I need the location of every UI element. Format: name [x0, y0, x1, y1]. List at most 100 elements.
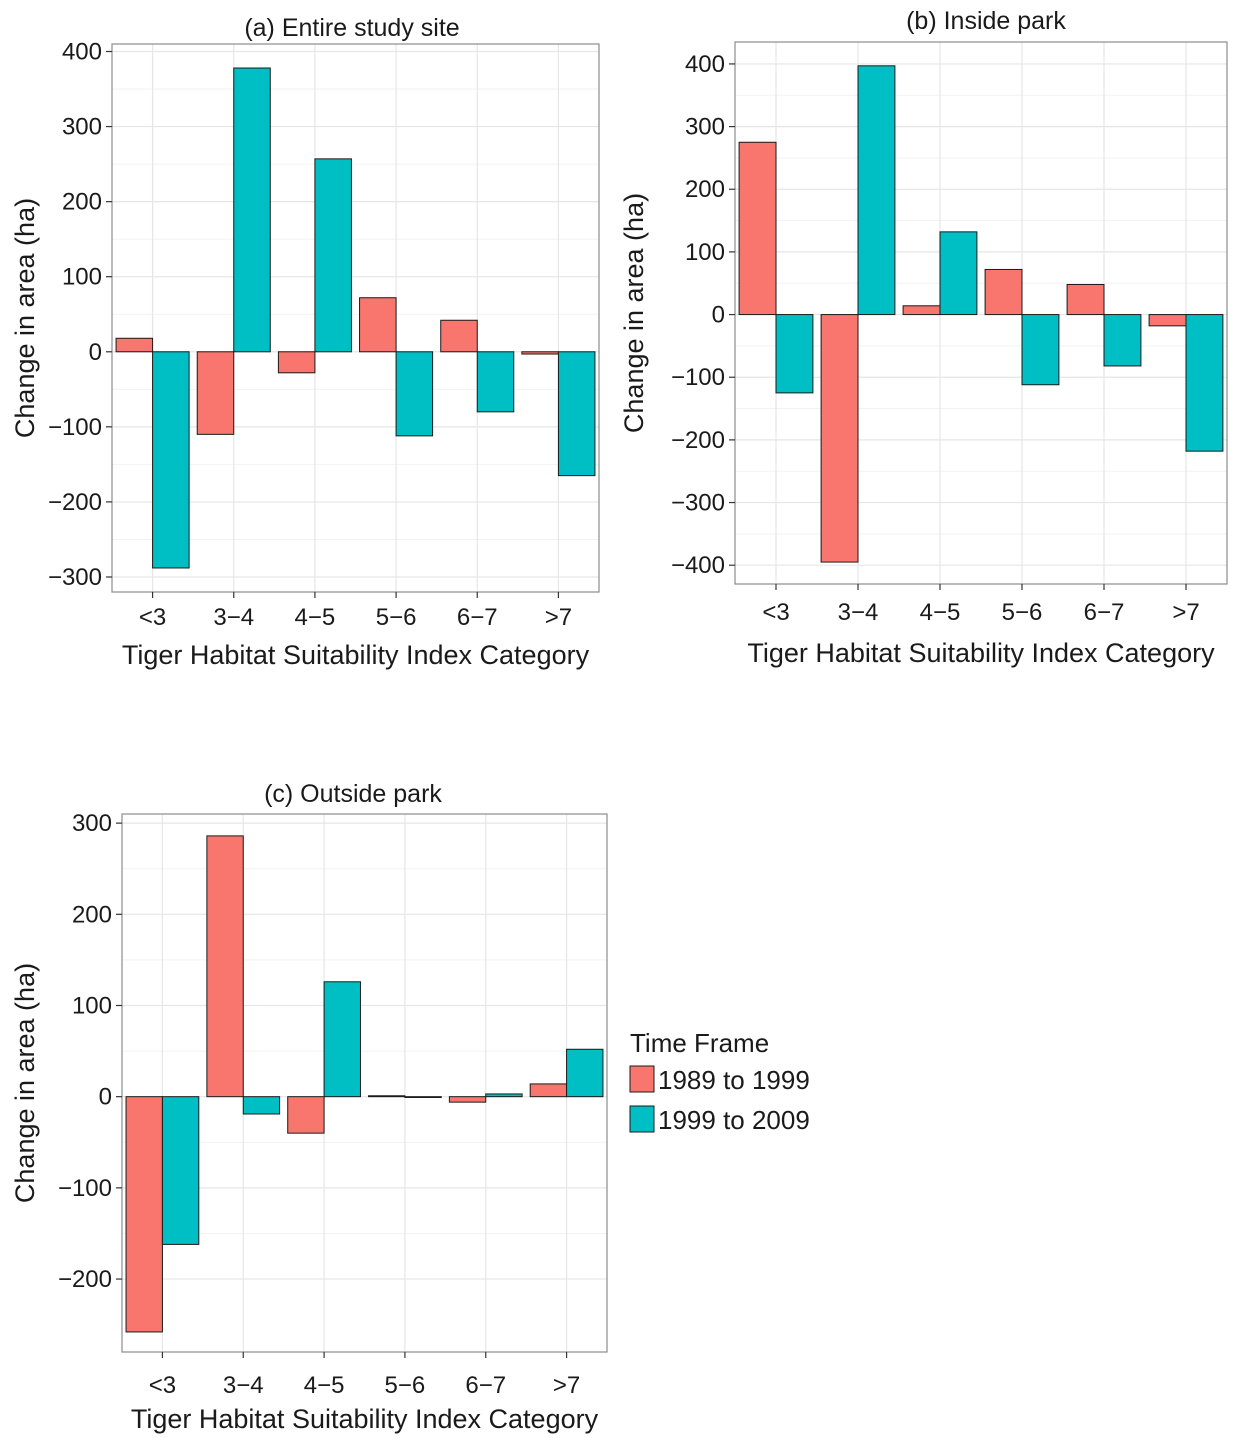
x-tick-label: 5−6	[1002, 599, 1043, 626]
legend: Time Frame 1989 to 1999 1999 to 2009	[629, 1028, 810, 1135]
y-tick-label: 300	[62, 114, 102, 141]
plot-background	[112, 44, 599, 592]
bar-1989-1999-1	[196, 351, 235, 435]
y-tick-label: −300	[671, 490, 725, 517]
bar-1999-2009-4	[485, 1093, 523, 1098]
legend-label-1999-2009: 1999 to 2009	[658, 1105, 810, 1135]
bar-1989-1999-0	[125, 1096, 163, 1333]
x-tick-label: 3−4	[213, 604, 254, 631]
x-tick-label: >7	[545, 604, 572, 631]
x-tick-label: 4−5	[920, 599, 961, 626]
x-tick-label: 5−6	[376, 604, 417, 631]
bar-1989-1999-4	[448, 1096, 487, 1103]
bar-1999-2009-0	[161, 1096, 200, 1245]
y-tick-label: 100	[62, 264, 102, 291]
y-axis-title: Change in area (ha)	[10, 963, 40, 1203]
bar-1999-2009-1	[857, 65, 896, 316]
bar-1999-2009-2	[939, 231, 978, 316]
bar-1989-1999-2	[277, 351, 316, 374]
bar-1989-1999-3	[359, 297, 397, 353]
x-tick-label: 3−4	[838, 599, 879, 626]
y-axis-title: Change in area (ha)	[619, 193, 649, 433]
y-tick-label: 200	[62, 189, 102, 216]
bar-1999-2009-5	[1185, 314, 1224, 452]
bar-1989-1999-2	[902, 305, 941, 316]
x-axis-title: Tiger Habitat Suitability Index Category	[131, 1404, 599, 1434]
x-tick-label: >7	[1172, 599, 1199, 626]
y-tick-label: 200	[72, 901, 112, 928]
y-tick-label: −100	[48, 414, 102, 441]
x-tick-label: 6−7	[457, 604, 498, 631]
bar-1999-2009-5	[557, 351, 596, 477]
y-tick-label: 400	[62, 39, 102, 66]
y-tick-label: −300	[48, 564, 102, 591]
chart-title: (c) Outside park	[264, 780, 442, 808]
panel-border	[121, 813, 608, 1353]
bar-1989-1999-4	[440, 319, 478, 353]
bar-1999-2009-1	[242, 1096, 281, 1115]
bar-1999-2009-4	[1103, 314, 1142, 367]
x-tick-label: <3	[139, 604, 166, 631]
y-tick-label: −200	[48, 489, 102, 516]
bar-1999-2009-5	[566, 1048, 604, 1098]
chart-title: (a) Entire study site	[244, 14, 459, 42]
y-tick-label: −400	[671, 552, 725, 579]
chart-title: (b) Inside park	[906, 7, 1066, 35]
y-tick-label: 0	[99, 1084, 112, 1111]
bar-1999-2009-0	[152, 351, 190, 569]
bar-1989-1999-5	[521, 351, 559, 355]
y-tick-label: 0	[712, 302, 725, 329]
y-tick-label: −200	[671, 427, 725, 454]
x-tick-label: <3	[762, 599, 789, 626]
plot-background	[122, 814, 607, 1352]
x-tick-label: >7	[553, 1372, 580, 1399]
bar-1989-1999-5	[1148, 314, 1187, 327]
bar-1999-2009-2	[314, 158, 352, 353]
legend-swatch-1999-2009	[629, 1105, 655, 1133]
y-axis-title: Change in area (ha)	[10, 198, 40, 438]
x-axis-title: Tiger Habitat Suitability Index Category	[747, 638, 1215, 668]
bar-1989-1999-3	[984, 268, 1023, 316]
bar-1999-2009-4	[476, 351, 515, 413]
bar-1999-2009-3	[395, 351, 434, 437]
y-tick-label: 100	[685, 239, 725, 266]
bar-1999-2009-3	[1021, 314, 1060, 386]
y-tick-label: 200	[685, 176, 725, 203]
x-tick-label: 4−5	[295, 604, 336, 631]
y-tick-label: 100	[72, 992, 112, 1019]
bar-1989-1999-2	[287, 1096, 325, 1134]
x-axis-title: Tiger Habitat Suitability Index Category	[122, 640, 590, 670]
y-tick-label: 400	[685, 51, 725, 78]
panel-a: −300 −200 −100 0 100 200 300 400 <3 3−4 4−5 5−6 6−7 >…	[10, 14, 600, 670]
panel-b: −400 −300 −200 −100 0 100 200 300 400 <3 3−4 4−5 5−6…	[619, 7, 1228, 668]
x-tick-label: 3−4	[223, 1372, 264, 1399]
panel-c: −200 −100 0 100 200 300 <3 3−4 4−5 5−6 6−7 >7 (c) Ou…	[10, 780, 608, 1434]
x-tick-label: 4−5	[304, 1372, 345, 1399]
x-tick-label: 6−7	[465, 1372, 506, 1399]
panel-border	[734, 41, 1228, 585]
legend-swatch-1989-1999	[629, 1065, 655, 1093]
bar-1989-1999-3	[368, 1095, 406, 1098]
bar-1999-2009-1	[233, 67, 271, 353]
y-tick-label: 0	[89, 339, 102, 366]
bar-1989-1999-4	[1066, 283, 1105, 316]
y-tick-label: −200	[58, 1266, 112, 1293]
y-tick-label: 300	[72, 810, 112, 837]
bar-1999-2009-0	[775, 314, 814, 394]
x-tick-label: 5−6	[385, 1372, 426, 1399]
plot-background	[735, 42, 1227, 584]
legend-label-1989-1999: 1989 to 1999	[658, 1065, 810, 1095]
bar-1989-1999-0	[115, 337, 154, 353]
bar-1989-1999-0	[738, 141, 777, 316]
y-tick-label: 300	[685, 114, 725, 141]
y-tick-label: −100	[58, 1175, 112, 1202]
x-tick-label: 6−7	[1084, 599, 1125, 626]
bar-1999-2009-2	[323, 981, 361, 1098]
legend-title: Time Frame	[630, 1028, 769, 1058]
bar-1989-1999-1	[206, 835, 244, 1098]
bar-1999-2009-3	[404, 1096, 442, 1098]
panel-border	[111, 43, 600, 593]
x-tick-label: <3	[149, 1372, 176, 1399]
y-tick-label: −100	[671, 364, 725, 391]
